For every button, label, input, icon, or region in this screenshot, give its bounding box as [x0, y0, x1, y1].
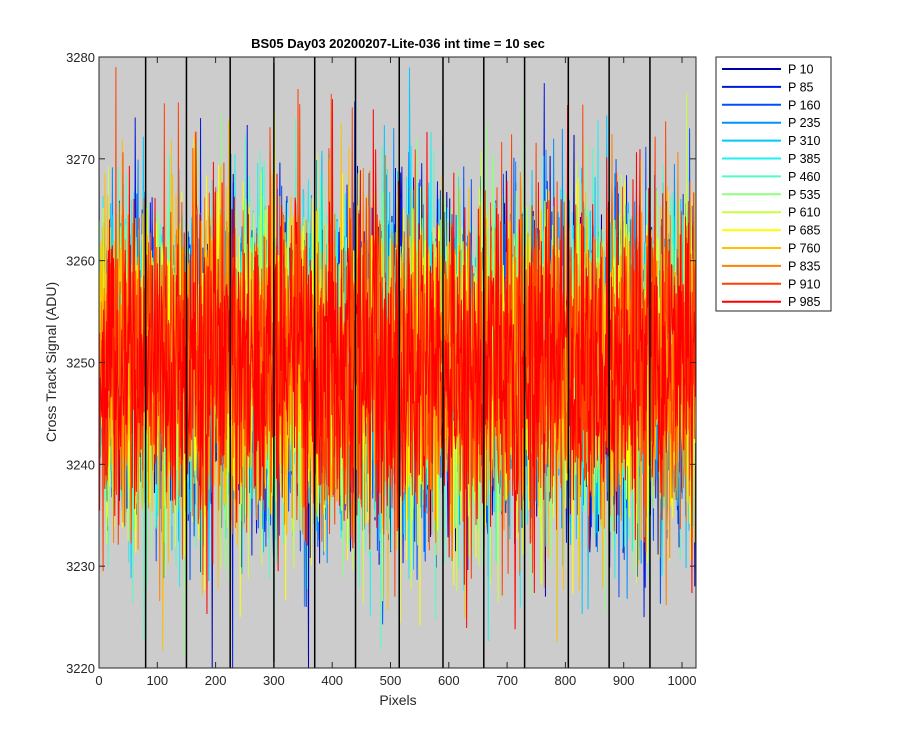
legend-label: P 760	[788, 242, 820, 256]
y-tick-label: 3250	[66, 356, 95, 371]
x-tick-label: 100	[146, 673, 168, 688]
x-tick-label: 300	[263, 673, 285, 688]
chart-title: BS05 Day03 20200207-Lite-036 int time = …	[251, 36, 545, 51]
y-tick-label: 3240	[66, 457, 95, 472]
vertical-markers	[144, 57, 651, 668]
legend-label: P 910	[788, 277, 820, 291]
legend-label: P 85	[788, 80, 814, 94]
y-tick-label: 3230	[66, 559, 95, 574]
legend-label: P 985	[788, 295, 820, 309]
y-axis-label: Cross Track Signal (ADU)	[43, 282, 59, 442]
x-axis-label: Pixels	[379, 692, 416, 708]
y-tick-label: 3260	[66, 254, 95, 269]
legend-box	[715, 56, 832, 312]
legend-label: P 610	[788, 206, 820, 220]
x-tick-label: 700	[496, 673, 518, 688]
y-tick-label: 3280	[66, 50, 95, 65]
x-tick-label: 600	[438, 673, 460, 688]
series-line-p-985	[98, 99, 697, 630]
x-tick-label: 200	[205, 673, 227, 688]
x-tick-label: 800	[555, 673, 577, 688]
legend: P 10 P 85 P 160 P 235 P 310 P 385 P 460 P 535 P …	[715, 56, 832, 312]
legend-label: P 835	[788, 259, 820, 273]
x-tick-label: 900	[613, 673, 635, 688]
legend-label: P 235	[788, 116, 820, 130]
y-tick-label: 3220	[66, 661, 95, 676]
y-axis-ticks: 3220 3230 3240 3250 3260 3270 3280	[66, 50, 696, 676]
legend-label: P 385	[788, 152, 820, 166]
y-tick-label: 3270	[66, 152, 95, 167]
x-tick-label: 400	[321, 673, 343, 688]
legend-label: P 310	[788, 134, 820, 148]
legend-label: P 160	[788, 98, 820, 112]
legend-label: P 535	[788, 188, 820, 202]
legend-label: P 685	[788, 224, 820, 238]
legend-label: P 10	[788, 63, 814, 77]
x-tick-label: 1000	[668, 673, 697, 688]
x-axis-ticks: 0 100 200 300 400 500 600 700 800 900 1000	[95, 57, 696, 688]
x-tick-label: 0	[95, 673, 102, 688]
x-tick-label: 500	[380, 673, 402, 688]
series-lines	[98, 67, 697, 669]
legend-label: P 460	[788, 170, 820, 184]
